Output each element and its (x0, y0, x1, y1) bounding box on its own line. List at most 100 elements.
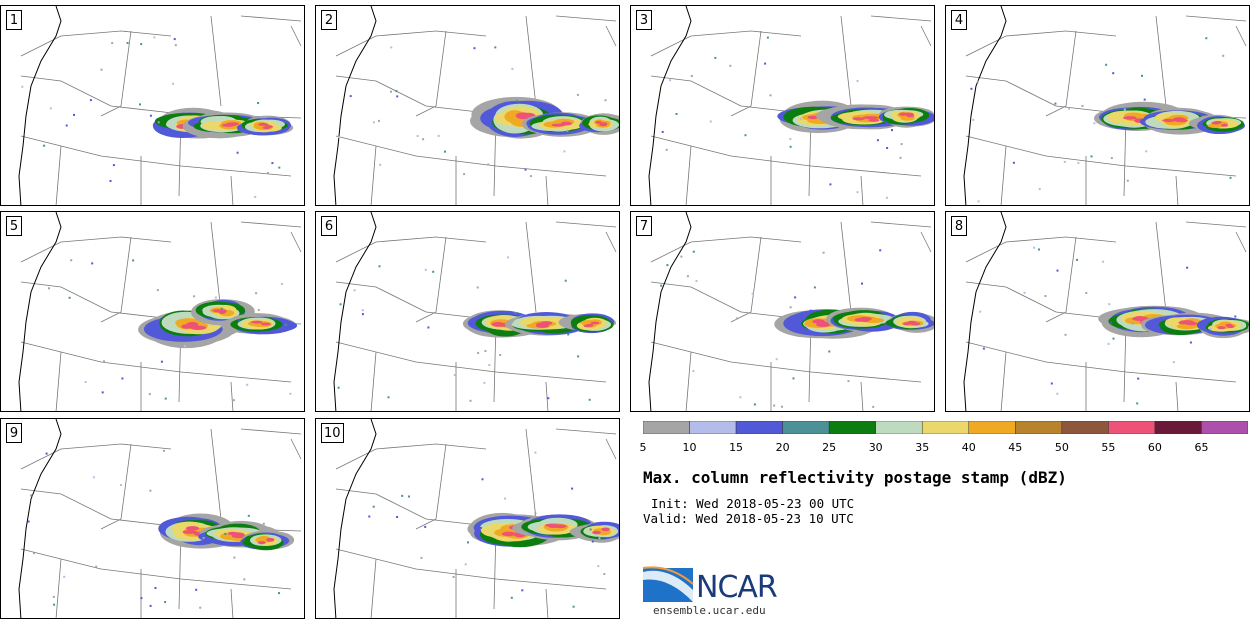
reflectivity-speck (692, 250, 695, 253)
reflectivity-cell (601, 527, 610, 532)
reflectivity-speck (524, 168, 527, 171)
reflectivity-cell (554, 524, 567, 529)
reflectivity-cell (560, 121, 572, 126)
member-number: 5 (6, 216, 22, 236)
state-border (240, 15, 302, 22)
reflectivity-speck (154, 587, 157, 589)
coastline (648, 6, 692, 205)
reflectivity-speck (775, 358, 778, 361)
reflectivity-speck (1172, 361, 1175, 364)
state-border (20, 30, 172, 57)
postage-stamp-panel: 9 (0, 418, 305, 619)
state-border (335, 341, 607, 383)
state-border (1155, 15, 1167, 107)
reflectivity-cell (1172, 117, 1186, 122)
reflectivity-speck (1126, 179, 1129, 182)
state-border (210, 15, 222, 107)
logo-url: ensemble.ucar.edu (653, 604, 766, 617)
colorbar-tick-label: 65 (1194, 441, 1209, 454)
reflectivity-cell (212, 309, 222, 313)
reflectivity-speck (769, 94, 772, 97)
reflectivity-speck (372, 505, 375, 508)
reflectivity-cell (868, 118, 880, 122)
reflectivity-speck (1077, 162, 1080, 164)
reflectivity-speck (353, 289, 356, 292)
reflectivity-speck (669, 79, 672, 82)
reflectivity-speck (567, 333, 570, 336)
reflectivity-speck (781, 405, 783, 408)
reflectivity-speck (879, 249, 882, 252)
member-number: 6 (321, 216, 337, 236)
reflectivity-speck (233, 556, 236, 559)
state-border (860, 175, 864, 205)
state-border (55, 351, 62, 411)
map-canvas (333, 212, 617, 411)
reflectivity-speck (401, 494, 404, 497)
reflectivity-speck (361, 313, 364, 316)
state-border (1000, 351, 1007, 411)
reflectivity-speck (514, 312, 517, 314)
reflectivity-speck (149, 604, 152, 607)
reflectivity-speck (271, 162, 274, 165)
reflectivity-cell (1123, 116, 1137, 120)
reflectivity-cell (580, 320, 598, 326)
reflectivity-speck (257, 308, 260, 311)
reflectivity-cell (910, 322, 921, 326)
reflectivity-speck (766, 36, 769, 39)
reflectivity-speck (1136, 402, 1139, 405)
reflectivity-speck (247, 514, 250, 517)
reflectivity-speck (534, 451, 537, 454)
state-border (415, 236, 447, 323)
reflectivity-speck (427, 326, 430, 329)
map-canvas (648, 6, 934, 205)
state-border (335, 548, 607, 590)
reflectivity-speck (792, 377, 795, 380)
reflectivity-speck (33, 552, 35, 555)
reflectivity-speck (103, 360, 105, 363)
reflectivity-cell (1221, 123, 1228, 127)
reflectivity-speck (789, 306, 792, 309)
reflectivity-speck (1090, 155, 1093, 158)
reflectivity-speck (1189, 341, 1192, 344)
reflectivity-speck (424, 268, 427, 271)
reflectivity-speck (1141, 74, 1143, 77)
reflectivity-speck (1229, 176, 1232, 179)
state-border (20, 341, 292, 383)
state-border (210, 221, 222, 313)
reflectivity-speck (1112, 72, 1115, 75)
state-border (20, 548, 292, 590)
state-border (1000, 145, 1007, 205)
reflectivity-speck (1105, 63, 1108, 66)
state-border (965, 341, 1237, 383)
state-border (335, 75, 427, 107)
reflectivity-speck (1012, 161, 1015, 164)
reflectivity-speck (1093, 122, 1096, 125)
reflectivity-speck (521, 589, 524, 592)
colorbar-tick-label: 55 (1101, 441, 1116, 454)
reflectivity-speck (1102, 260, 1105, 263)
reflectivity-speck (764, 62, 767, 65)
reflectivity-speck (30, 494, 33, 497)
reflectivity-speck (680, 255, 683, 258)
reflectivity-speck (510, 596, 513, 599)
state-border (55, 145, 62, 205)
reflectivity-speck (511, 67, 514, 70)
reflectivity-speck (184, 345, 186, 348)
colorbar-bin (875, 421, 923, 434)
colorbar-tick-label: 60 (1147, 441, 1162, 454)
reflectivity-speck (1110, 157, 1113, 160)
init-time: Init: Wed 2018-05-23 00 UTC (651, 496, 855, 511)
member-number: 4 (951, 10, 967, 30)
map-canvas (963, 6, 1247, 205)
reflectivity-speck (420, 556, 423, 559)
state-border (650, 281, 742, 313)
state-border (335, 488, 427, 520)
reflectivity-speck (368, 515, 371, 518)
member-number: 3 (636, 10, 652, 30)
state-border (335, 30, 487, 57)
reflectivity-speck (861, 282, 863, 285)
state-border (100, 30, 132, 117)
reflectivity-speck (112, 164, 115, 167)
state-border (920, 25, 932, 47)
state-border (555, 15, 617, 22)
